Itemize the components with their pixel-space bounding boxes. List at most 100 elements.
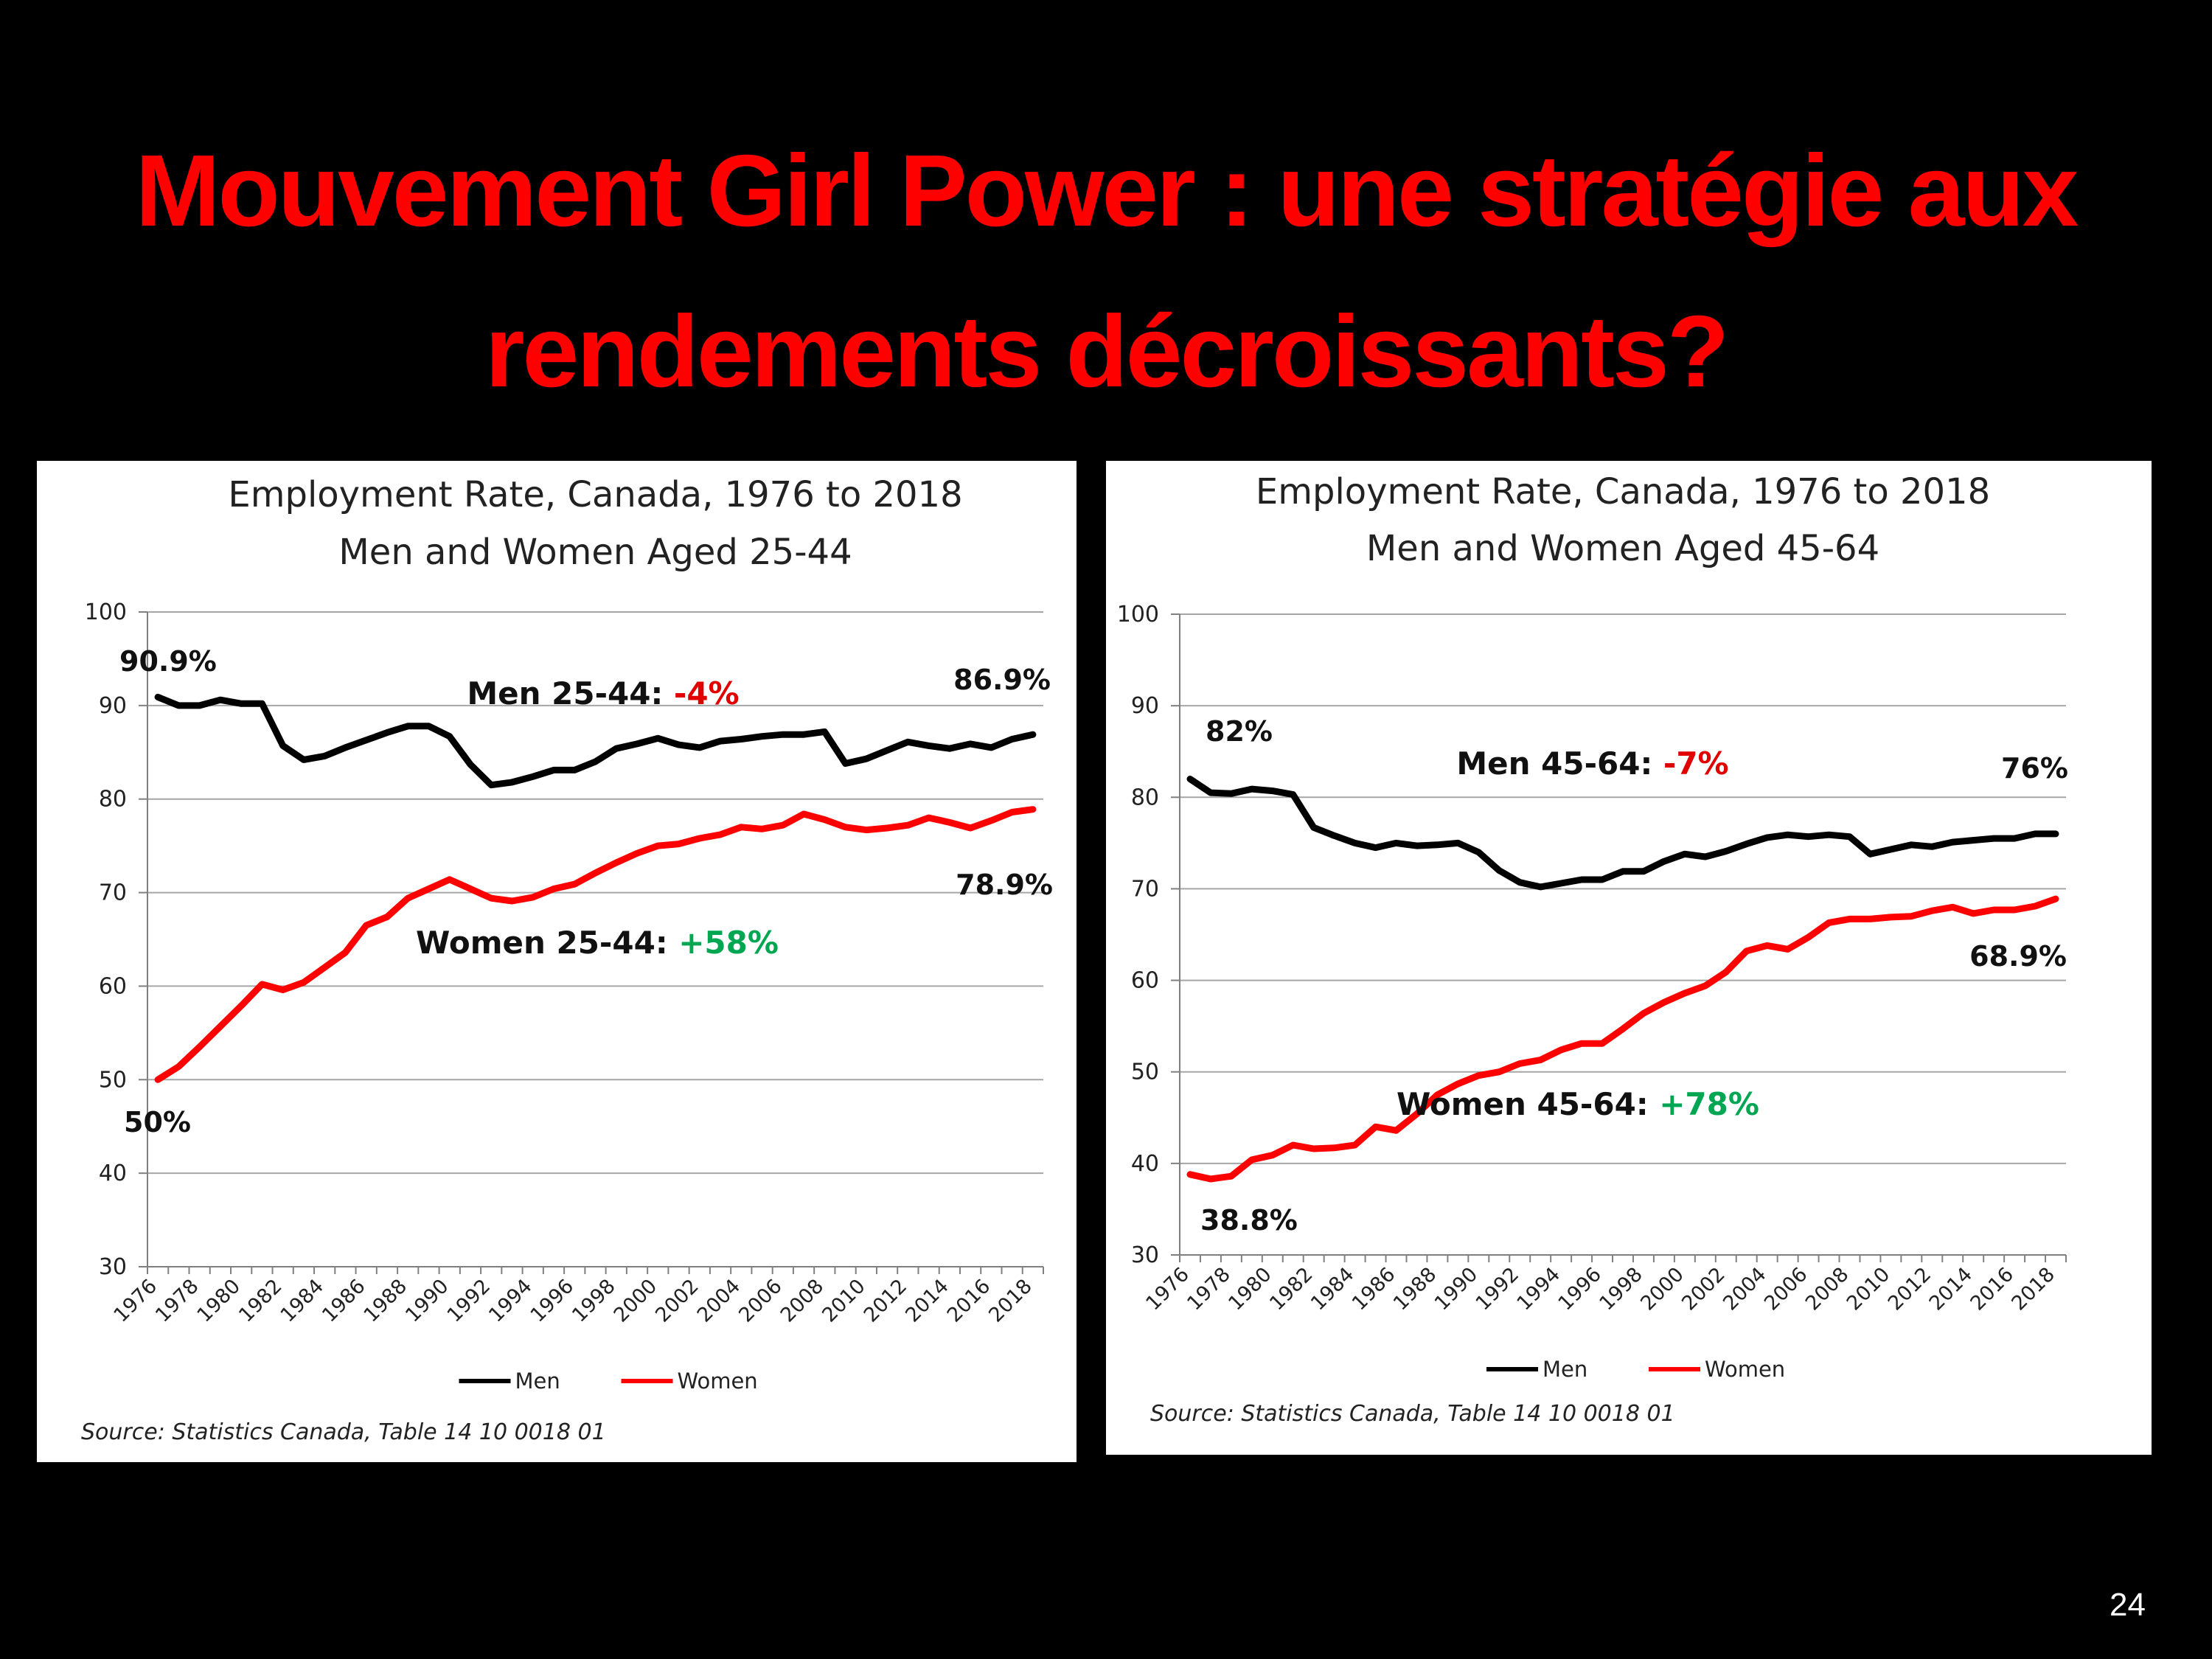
y-tick-label: 50 — [1131, 1060, 1159, 1085]
women-change-value: +78% — [1659, 1086, 1759, 1122]
chart-panel-25-44: Employment Rate, Canada, 1976 to 2018 Men… — [37, 461, 1077, 1462]
series-line-men — [1186, 776, 2059, 891]
y-tick-label: 60 — [1131, 968, 1159, 994]
chart-subtitle: Men and Women Aged 25-44 — [338, 532, 852, 573]
x-tick-label: 1986 — [1348, 1263, 1400, 1315]
legend: Men Women — [459, 1368, 758, 1394]
slide-title-line-1: Mouvement Girl Power : une stratégie aux — [135, 134, 2079, 248]
x-tick-label: 1976 — [110, 1275, 162, 1327]
x-tick-label: 2004 — [693, 1275, 745, 1327]
x-tick-label: 1994 — [484, 1275, 537, 1327]
x-tick-label: 1984 — [276, 1275, 329, 1327]
y-tick-label: 60 — [99, 973, 127, 999]
men-change-value: -7% — [1663, 745, 1729, 782]
legend-label-men: Men — [515, 1368, 560, 1394]
annotation-men-change: Men 25-44: -4% — [467, 675, 739, 712]
legend-label-men: Men — [1543, 1357, 1587, 1382]
y-tick-label: 50 — [99, 1067, 127, 1093]
x-tick-label: 1996 — [1554, 1263, 1606, 1315]
y-tick-label: 40 — [99, 1161, 127, 1186]
annotation-men-end: 76% — [2001, 752, 2068, 785]
series-line-men — [154, 693, 1037, 789]
slide-title-line-2: rendements décroissants? — [484, 295, 1729, 408]
x-tick-label: 1986 — [318, 1275, 370, 1327]
annotation-women-start: 38.8% — [1200, 1204, 1298, 1237]
men-change-label: Men 25-44: — [467, 675, 674, 712]
annotation-men-start: 90.9% — [119, 645, 217, 678]
x-tick-label: 1980 — [193, 1275, 246, 1327]
x-tick-label: 2016 — [1966, 1263, 2019, 1315]
series-line-women — [1186, 895, 2059, 1183]
women-change-label: Women 25-44: — [416, 925, 678, 961]
annotation-women-end: 68.9% — [1969, 940, 2067, 973]
legend-label-women: Women — [1705, 1357, 1785, 1382]
chart-title: Employment Rate, Canada, 1976 to 2018 — [228, 474, 962, 515]
slide-title: Mouvement Girl Power : une stratégie aux… — [0, 111, 2212, 432]
x-tick-label: 2000 — [1636, 1263, 1688, 1315]
annotation-women-start: 50% — [124, 1106, 191, 1138]
x-tick-label: 1994 — [1513, 1263, 1565, 1315]
employment-chart-45-64: Employment Rate, Canada, 1976 to 2018 Men… — [1117, 471, 2068, 1427]
men-change-label: Men 45-64: — [1456, 745, 1663, 782]
x-tick-label: 1984 — [1307, 1263, 1359, 1315]
x-tick-label: 2002 — [651, 1275, 703, 1327]
chart-subtitle: Men and Women Aged 45-64 — [1366, 528, 1879, 569]
y-tick-label: 100 — [85, 599, 127, 625]
legend-label-women: Women — [678, 1368, 758, 1394]
annotation-men-start: 82% — [1206, 715, 1273, 748]
x-tick-label: 1992 — [1472, 1263, 1524, 1315]
employment-chart-25-44: Employment Rate, Canada, 1976 to 2018 Men… — [81, 474, 1053, 1445]
page-number: 24 — [2110, 1587, 2146, 1623]
annotation-women-change: Women 45-64: +78% — [1397, 1086, 1759, 1122]
x-tick-label: 2006 — [734, 1275, 787, 1327]
x-tick-label: 1978 — [151, 1275, 204, 1327]
chart-panel-45-64: Employment Rate, Canada, 1976 to 2018 Men… — [1106, 461, 2152, 1455]
legend: Men Women — [1486, 1357, 1785, 1382]
y-tick-label: 90 — [1131, 693, 1159, 719]
annotation-men-change: Men 45-64: -7% — [1456, 745, 1728, 782]
x-tick-label: 2006 — [1760, 1263, 1812, 1315]
annotation-women-end: 78.9% — [956, 869, 1053, 901]
y-tick-label: 30 — [1131, 1242, 1159, 1268]
x-tick-label: 2018 — [2007, 1263, 2059, 1315]
y-tick-label: 70 — [1131, 876, 1159, 902]
y-tick-label: 100 — [1117, 602, 1159, 627]
x-tick-label: 2012 — [1884, 1263, 1936, 1315]
x-tick-label: 2002 — [1677, 1263, 1730, 1315]
y-tick-label: 80 — [1131, 785, 1159, 810]
x-tick-label: 2018 — [984, 1275, 1037, 1327]
chart-source: Source: Statistics Canada, Table 14 10 0… — [1150, 1401, 1675, 1427]
x-tick-label: 2014 — [1925, 1263, 1978, 1315]
x-tick-label: 1996 — [526, 1275, 579, 1327]
x-tick-label: 2016 — [943, 1275, 995, 1327]
x-tick-label: 2000 — [610, 1275, 662, 1327]
chart-source: Source: Statistics Canada, Table 14 10 0… — [81, 1419, 606, 1445]
x-tick-label: 2004 — [1719, 1263, 1771, 1315]
x-tick-label: 1998 — [568, 1275, 620, 1327]
annotation-women-change: Women 25-44: +58% — [416, 925, 779, 961]
y-tick-label: 70 — [99, 880, 127, 906]
x-tick-label: 1976 — [1141, 1263, 1194, 1315]
chart-title: Employment Rate, Canada, 1976 to 2018 — [1256, 471, 1990, 512]
x-tick-label: 2012 — [860, 1275, 912, 1327]
y-tick-label: 80 — [99, 787, 127, 813]
x-tick-label: 1982 — [234, 1275, 287, 1327]
x-tick-label: 1992 — [443, 1275, 495, 1327]
y-tick-label: 30 — [99, 1254, 127, 1280]
x-tick-label: 2010 — [818, 1275, 870, 1327]
x-tick-label: 1978 — [1183, 1263, 1235, 1315]
x-tick-label: 1982 — [1265, 1263, 1318, 1315]
men-change-value: -4% — [674, 675, 740, 712]
y-tick-label: 90 — [99, 693, 127, 719]
annotation-men-end: 86.9% — [953, 664, 1051, 696]
x-tick-label: 1988 — [1389, 1263, 1441, 1315]
x-tick-label: 1980 — [1224, 1263, 1276, 1315]
x-tick-label: 1990 — [401, 1275, 453, 1327]
women-change-value: +58% — [678, 925, 779, 961]
x-tick-label: 2008 — [776, 1275, 829, 1327]
x-tick-label: 1990 — [1430, 1263, 1483, 1315]
x-tick-label: 1988 — [360, 1275, 412, 1327]
x-tick-label: 1998 — [1595, 1263, 1647, 1315]
y-tick-label: 40 — [1131, 1151, 1159, 1177]
series-line-women — [154, 806, 1037, 1083]
